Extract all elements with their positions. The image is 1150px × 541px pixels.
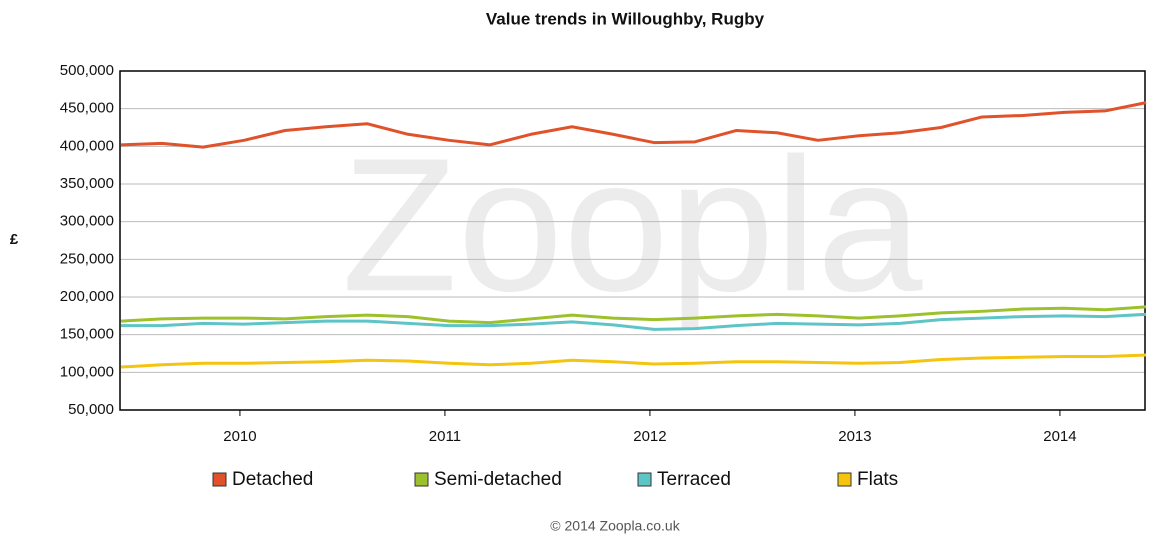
- y-tick-label: 200,000: [60, 288, 114, 305]
- y-tick-label: 400,000: [60, 137, 114, 154]
- legend-label: Semi-detached: [434, 469, 562, 490]
- y-tick-label: 50,000: [68, 401, 114, 418]
- y-tick-label: 100,000: [60, 363, 114, 380]
- x-tick-label: 2010: [223, 428, 256, 445]
- watermark: Zoopla: [342, 119, 923, 331]
- series-line: [120, 353, 1147, 369]
- y-tick-label: 150,000: [60, 326, 114, 343]
- x-tick-label: 2011: [429, 428, 461, 445]
- y-tick-label: 350,000: [60, 175, 114, 192]
- legend-label: Flats: [857, 469, 898, 490]
- series-line: [120, 101, 1147, 149]
- y-tick-label: 300,000: [60, 213, 114, 230]
- x-tick-label: 2012: [633, 428, 666, 445]
- legend-swatch: [637, 472, 652, 487]
- legend-swatch: [414, 472, 429, 487]
- series-line: [120, 305, 1147, 325]
- footer: © 2014 Zoopla.co.uk: [550, 518, 680, 534]
- legend-swatch: [837, 472, 852, 487]
- legend-label: Terraced: [657, 469, 731, 490]
- chart-title: Value trends in Willoughby, Rugby: [486, 9, 765, 28]
- y-tick-label: 450,000: [60, 100, 114, 117]
- y-tick-label: 500,000: [60, 62, 114, 79]
- legend-swatch: [212, 472, 227, 487]
- plot-border: [119, 70, 1146, 411]
- y-axis-label: £: [10, 231, 19, 248]
- series-line: [121, 312, 1147, 331]
- legend-label: Detached: [232, 469, 313, 490]
- x-tick-label: 2013: [838, 428, 871, 445]
- x-tick-label: 2014: [1043, 428, 1076, 445]
- y-tick-label: 250,000: [60, 250, 114, 267]
